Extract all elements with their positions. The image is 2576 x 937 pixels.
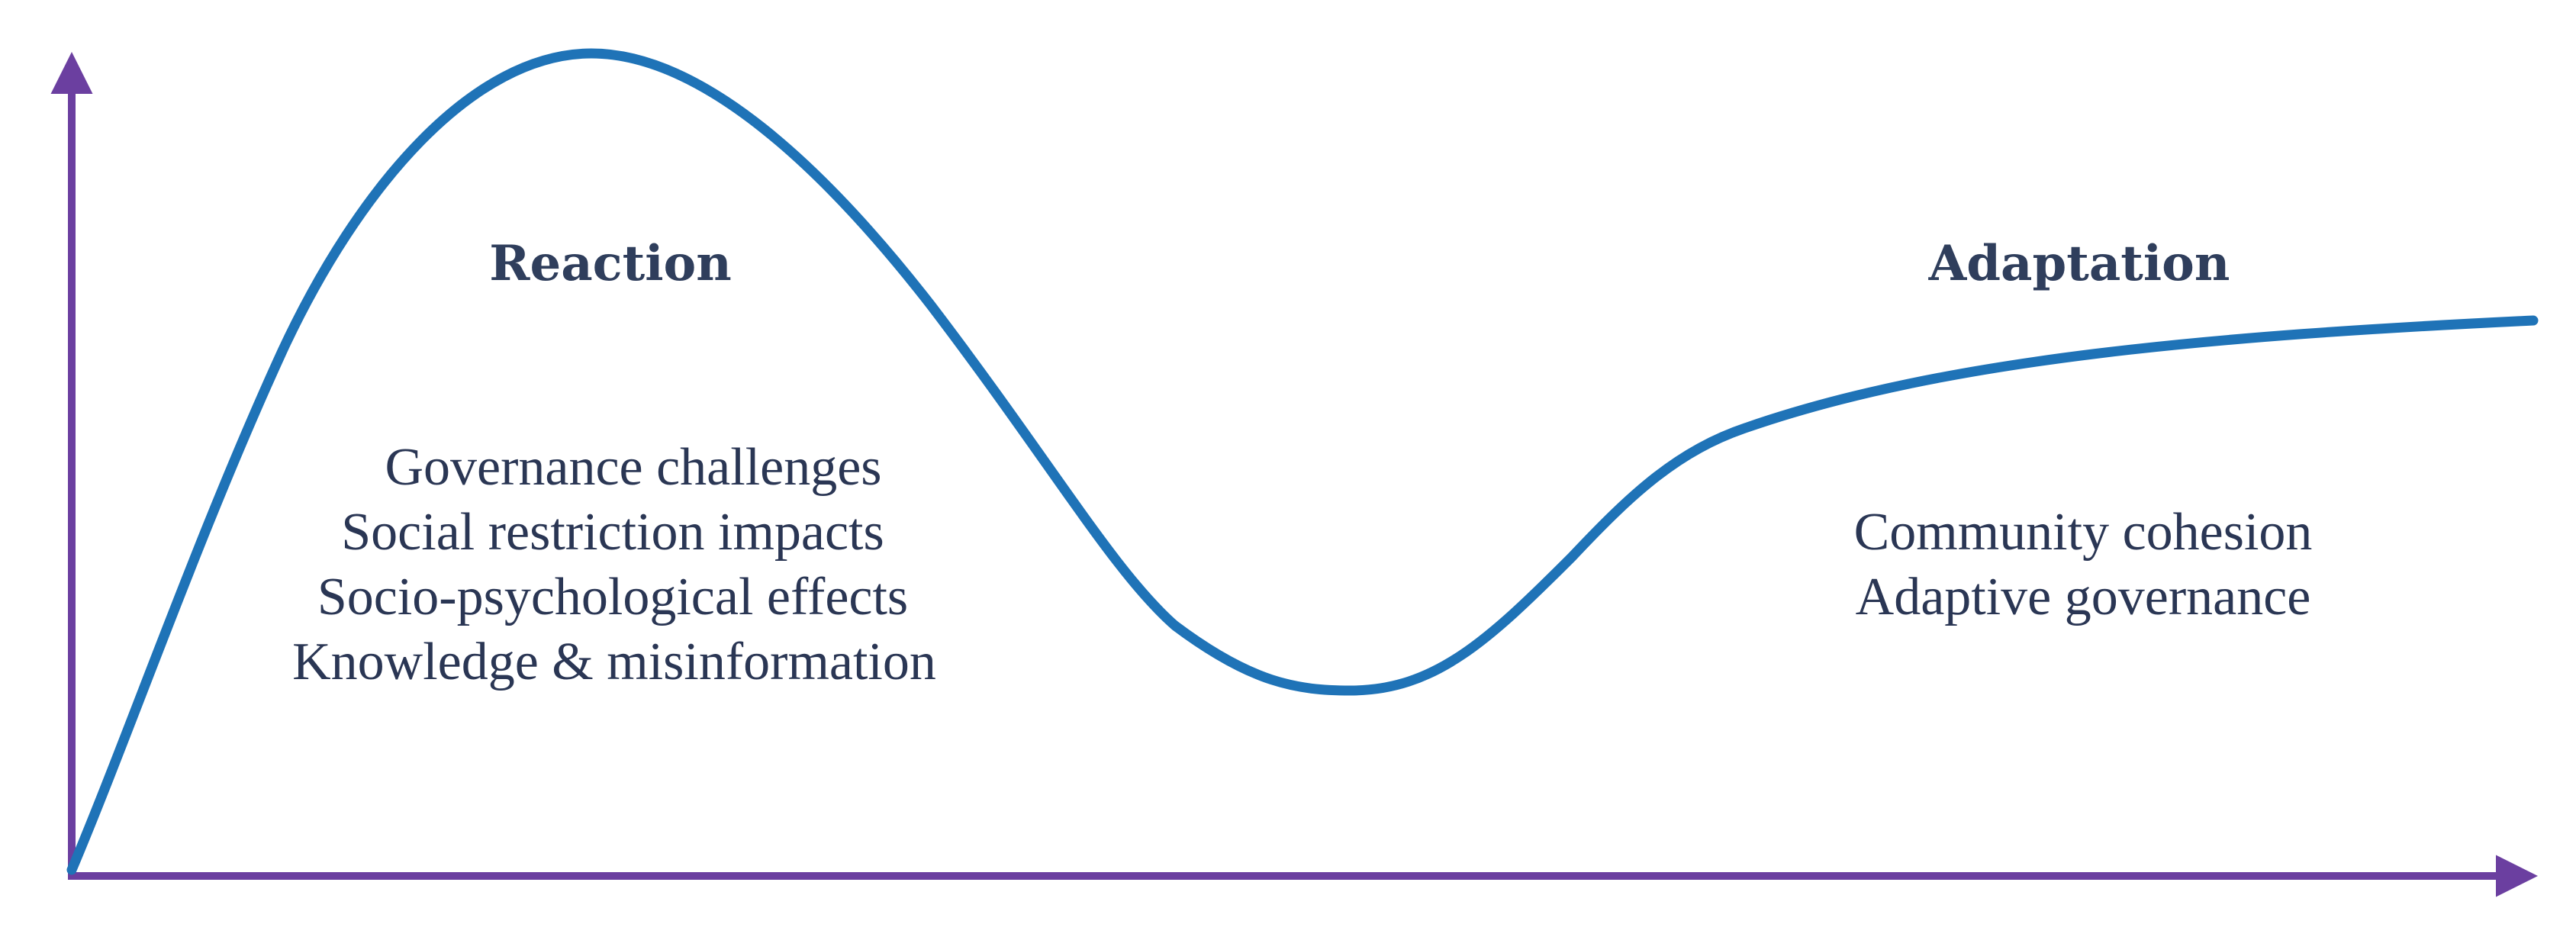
reaction-adaptation-curve (66, 48, 2539, 875)
reaction-items: Governance challenges Social restriction… (292, 438, 936, 691)
adaptation-items: Community cohesion Adaptive governance (1854, 503, 2313, 626)
reaction-item-knowledge-misinformation: Knowledge & misinformation (292, 633, 936, 691)
adaptation-title: Adaptation (1928, 235, 2230, 292)
adaptation-item-adaptive-governance: Adaptive governance (1856, 568, 2311, 626)
reaction-item-governance-challenges: Governance challenges (385, 438, 881, 497)
adaptation-item-community-cohesion: Community cohesion (1854, 503, 2313, 562)
reaction-item-socio-psychological-effects: Socio-psychological effects (317, 568, 908, 626)
reaction-item-social-restriction-impacts: Social restriction impacts (341, 503, 884, 562)
reaction-title: Reaction (489, 235, 731, 292)
